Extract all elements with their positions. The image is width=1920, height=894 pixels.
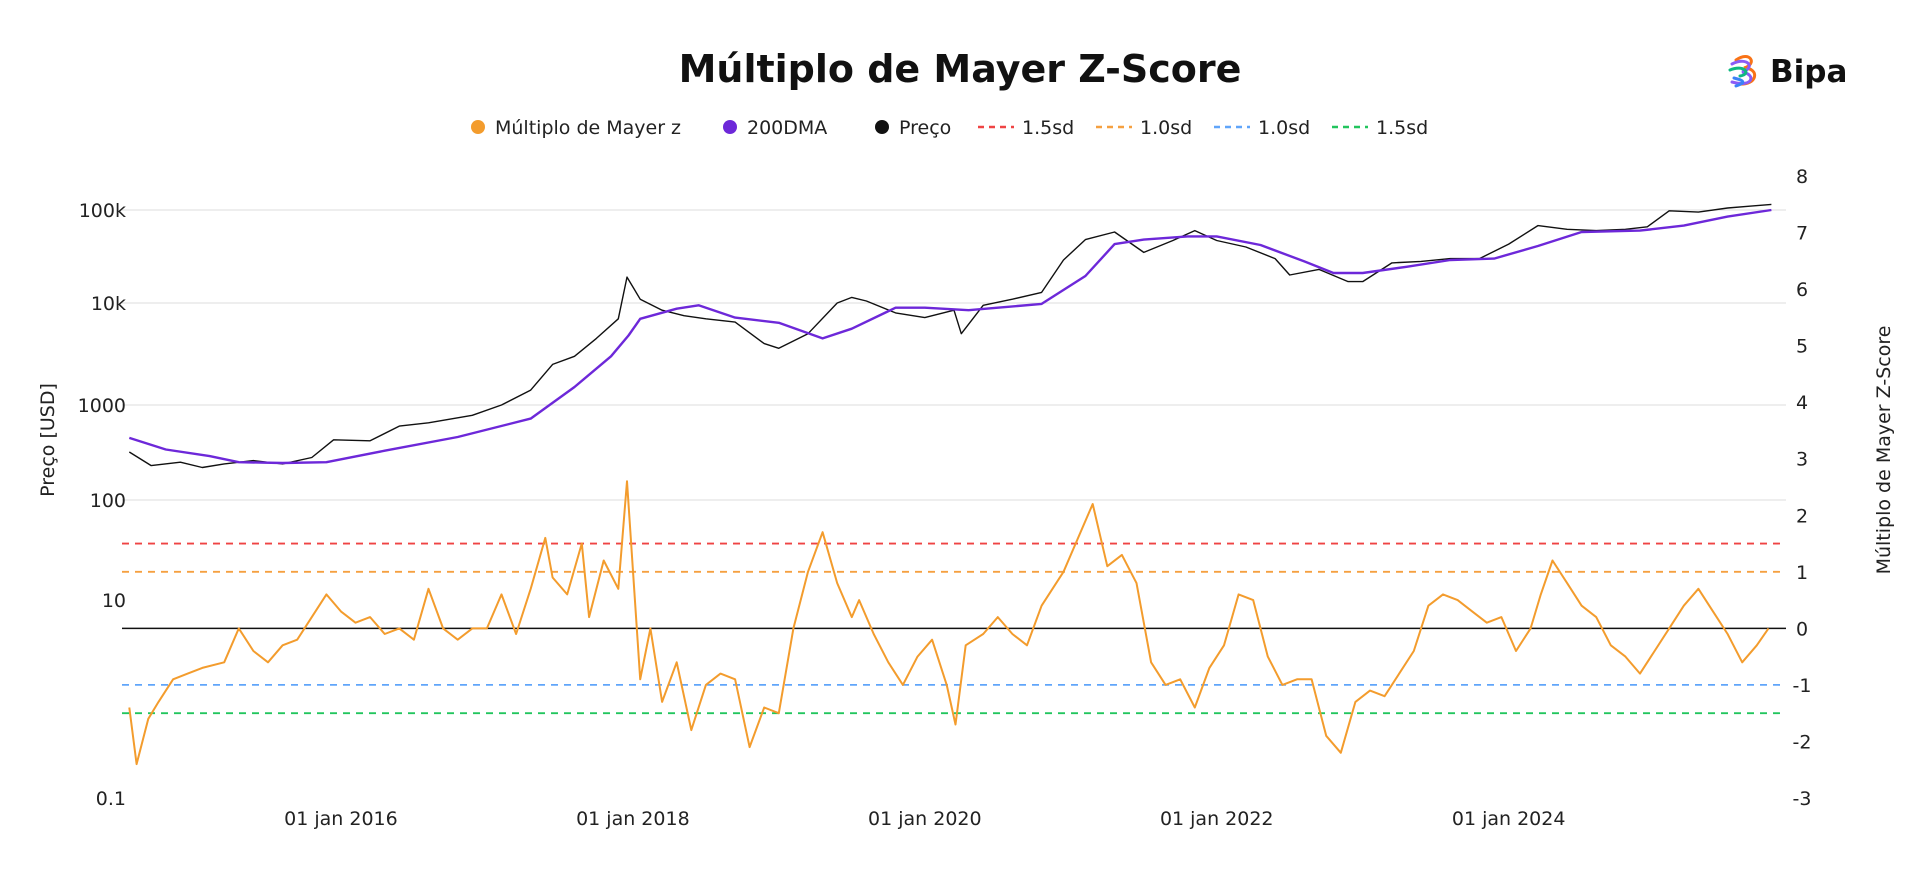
y-right-tick-label: 8 xyxy=(1796,166,1808,188)
y-right-tick-label: 2 xyxy=(1796,505,1808,527)
legend-label: Múltiplo de Mayer z xyxy=(495,117,681,139)
x-tick-label: 01 jan 2018 xyxy=(576,808,690,830)
y-right-tick-label: -3 xyxy=(1793,788,1812,810)
legend: Múltiplo de Mayer z 200DMA Preço 1.5sd 1.0sd… xyxy=(471,117,1428,139)
legend-marker-dot xyxy=(875,120,889,134)
reference-lines xyxy=(122,542,1786,715)
y-right-tick-label: 4 xyxy=(1796,392,1808,414)
brand-name: Bipa xyxy=(1770,54,1847,90)
legend-label: 1.5sd xyxy=(1376,117,1428,139)
chart-title: Múltiplo de Mayer Z-Score xyxy=(679,47,1242,91)
legend-label: 1.5sd xyxy=(1022,117,1074,139)
legend-label: 200DMA xyxy=(747,117,827,139)
y-left-tick-label: 0.1 xyxy=(96,788,126,810)
grid xyxy=(122,209,1786,501)
series-line xyxy=(128,208,1772,465)
y-right-ticks: -3 -2 -1 0 1 2 3 4 5 6 7 8 xyxy=(1793,166,1812,810)
x-tick-label: 01 jan 2024 xyxy=(1452,808,1566,830)
y-right-tick-label: -1 xyxy=(1793,675,1812,697)
y-right-tick-label: 6 xyxy=(1796,279,1808,301)
series-line xyxy=(128,480,1770,766)
y-left-tick-label: 100k xyxy=(79,200,126,222)
y-left-tick-label: 100 xyxy=(90,490,126,512)
y-left-ticks: 0.1 10 100 1000 10k 100k xyxy=(78,200,126,810)
x-axis-ticks: 01 jan 2016 01 jan 2018 01 jan 2020 01 jan … xyxy=(284,808,1565,830)
x-tick-label: 01 jan 2016 xyxy=(284,808,398,830)
legend-label: Preço xyxy=(899,117,951,139)
y-left-tick-label: 1000 xyxy=(78,395,126,417)
brand-logo: Bipa xyxy=(1728,54,1847,90)
y-left-tick-label: 10k xyxy=(91,293,126,315)
y-right-tick-label: 7 xyxy=(1796,223,1808,245)
y-right-tick-label: -2 xyxy=(1793,731,1812,753)
y-right-tick-label: 3 xyxy=(1796,449,1808,471)
x-tick-label: 01 jan 2022 xyxy=(1160,808,1274,830)
x-tick-label: 01 jan 2020 xyxy=(868,808,982,830)
y-left-tick-label: 10 xyxy=(102,590,126,612)
legend-marker-dot xyxy=(471,120,485,134)
legend-label: 1.0sd xyxy=(1140,117,1192,139)
series-layer xyxy=(128,203,1772,766)
legend-marker-dot xyxy=(723,120,737,134)
y-right-tick-label: 1 xyxy=(1796,562,1808,584)
y-right-tick-label: 0 xyxy=(1796,618,1808,640)
series-line xyxy=(128,203,1772,469)
y-right-tick-label: 5 xyxy=(1796,336,1808,358)
y-right-axis-title: Múltiplo de Mayer Z-Score xyxy=(1873,326,1895,575)
legend-label: 1.0sd xyxy=(1258,117,1310,139)
y-left-axis-title: Preço [USD] xyxy=(37,383,59,497)
